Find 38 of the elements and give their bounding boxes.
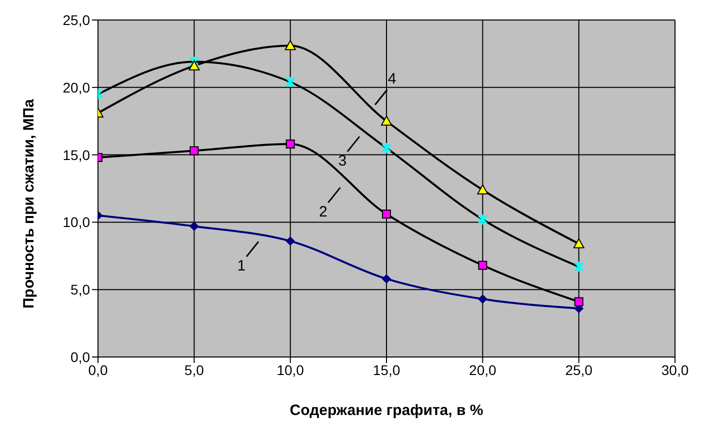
x-tick-label: 20,0	[469, 362, 497, 378]
y-tick-label: 20,0	[62, 79, 90, 96]
point	[286, 140, 295, 149]
point	[478, 294, 488, 304]
point	[190, 146, 199, 156]
point	[286, 236, 295, 246]
annotation: 1	[237, 258, 246, 275]
point	[573, 238, 584, 248]
y-tick-label: 25,0	[62, 12, 90, 28]
point	[188, 60, 200, 70]
point	[382, 274, 391, 284]
annotation: 2	[319, 204, 328, 221]
x-axis-title: Содержание графита, в %	[290, 402, 484, 419]
point	[478, 260, 488, 270]
y-tick-label: 5,0	[70, 282, 90, 298]
x-tick-label: 5,0	[184, 362, 204, 378]
point	[477, 184, 488, 194]
point	[285, 76, 296, 88]
point	[381, 116, 392, 126]
y-tick-label: 15,0	[62, 146, 90, 163]
y-axis-title: Прочность при сжатии, МПа	[20, 98, 38, 308]
annotation: 4	[388, 70, 396, 88]
x-tick-label: 30,0	[661, 362, 689, 378]
annotation: 3	[338, 152, 347, 170]
x-tick-label: 0,0	[88, 362, 108, 378]
x-tick-label: 10,0	[276, 362, 304, 378]
point	[190, 222, 199, 231]
x-tick-label: 25,0	[565, 362, 593, 378]
x-tick-label: 15,0	[372, 362, 400, 378]
point	[382, 210, 391, 219]
point	[574, 260, 584, 273]
point	[574, 297, 584, 306]
point	[478, 214, 488, 226]
point	[382, 142, 392, 154]
point	[189, 56, 200, 68]
y-tick-label: 0,0	[70, 348, 90, 365]
y-tick-label: 10,0	[62, 214, 90, 230]
point	[284, 40, 296, 50]
